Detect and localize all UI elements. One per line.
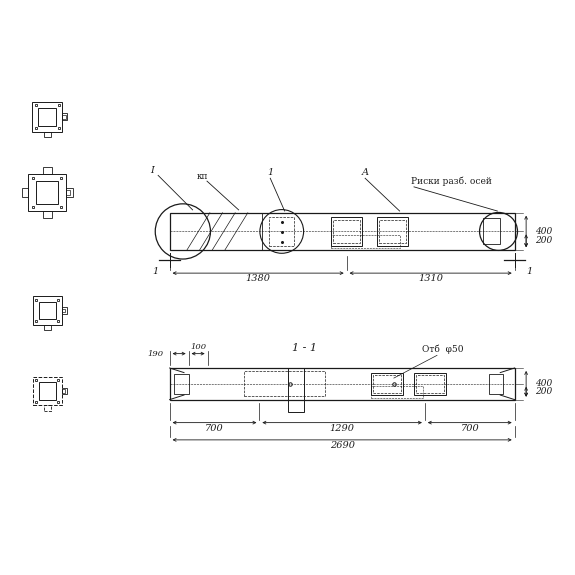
Bar — [62, 388, 67, 394]
Bar — [489, 374, 503, 394]
Bar — [331, 235, 400, 248]
Text: 1380: 1380 — [246, 274, 271, 283]
Text: Риски разб. осей: Риски разб. осей — [411, 177, 492, 186]
Text: 1: 1 — [267, 168, 273, 177]
Text: 100: 100 — [190, 343, 206, 351]
Bar — [416, 375, 444, 393]
Bar — [43, 211, 52, 218]
Bar — [333, 220, 360, 243]
Bar — [44, 325, 51, 330]
Text: I: I — [151, 166, 154, 175]
Bar — [483, 218, 500, 244]
Bar — [22, 188, 29, 197]
Text: 400: 400 — [535, 227, 552, 236]
Text: 700: 700 — [205, 424, 224, 433]
Bar — [288, 368, 304, 412]
Text: Отб  φ50: Отб φ50 — [422, 345, 463, 354]
Bar — [62, 309, 65, 312]
Bar — [269, 217, 294, 246]
Text: кп: кп — [197, 172, 208, 181]
Text: 2690: 2690 — [329, 441, 355, 450]
Bar — [377, 217, 408, 246]
Bar — [174, 374, 189, 394]
Bar — [62, 113, 67, 120]
Text: 1 - 1: 1 - 1 — [292, 343, 317, 353]
Bar — [371, 373, 402, 395]
Bar — [379, 220, 406, 243]
Bar — [170, 368, 515, 400]
Text: 1290: 1290 — [329, 424, 355, 433]
Bar — [62, 115, 66, 118]
Bar — [62, 307, 67, 314]
Text: 400: 400 — [535, 380, 552, 388]
Bar — [414, 373, 446, 395]
Text: 1310: 1310 — [418, 274, 443, 283]
Bar — [244, 371, 325, 396]
Text: 190: 190 — [148, 350, 164, 358]
Bar — [44, 132, 51, 137]
Bar — [39, 302, 56, 319]
Bar — [36, 181, 59, 204]
Bar — [62, 389, 65, 393]
Bar — [170, 213, 515, 250]
Text: 200: 200 — [535, 236, 552, 246]
Bar — [29, 174, 66, 211]
Text: A: A — [362, 168, 369, 177]
Bar — [66, 190, 70, 195]
Bar — [373, 375, 401, 393]
Bar — [66, 188, 72, 197]
Bar — [371, 386, 423, 398]
Text: 700: 700 — [461, 424, 479, 433]
Text: 1: 1 — [152, 267, 158, 277]
Bar — [38, 108, 56, 126]
Bar — [39, 382, 56, 400]
Bar — [331, 217, 362, 246]
Bar — [43, 167, 52, 174]
Bar — [33, 296, 62, 325]
Bar — [44, 405, 51, 411]
Text: 200: 200 — [535, 387, 552, 396]
Text: 1: 1 — [526, 267, 532, 277]
Bar — [33, 377, 62, 405]
Bar — [32, 102, 62, 132]
